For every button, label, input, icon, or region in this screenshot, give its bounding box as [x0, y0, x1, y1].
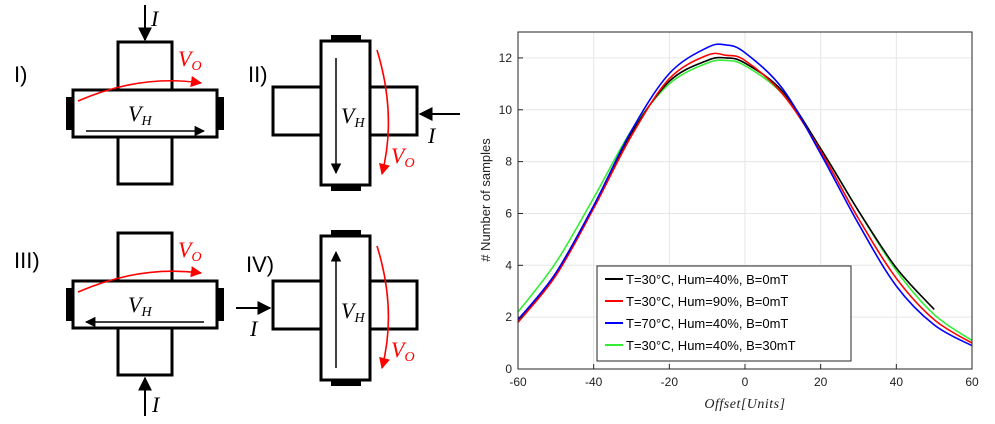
legend: T=30°C, Hum=40%, B=0mT T=30°C, Hum=90%, B… — [596, 265, 852, 362]
diagram-3-bottom-arm — [116, 326, 174, 377]
diagram-2-output-arrow — [376, 49, 390, 176]
diagram-1-output-arrow — [77, 75, 203, 102]
y-axis-label: # Number of samples — [478, 138, 493, 262]
diagram-3-numeral: III) — [14, 248, 40, 273]
diagram-1-body — [71, 88, 219, 139]
diagram-2-body — [319, 39, 372, 187]
diagram-2-contact-bottom — [331, 184, 361, 191]
x-tick-label: -60 — [509, 375, 527, 389]
diagram-4-contact-top — [331, 230, 361, 237]
series-line-2 — [517, 52, 973, 344]
diagram-1: I) I VO VH — [14, 5, 224, 186]
diagram-1-current-label: I — [150, 6, 160, 31]
diagram-1-bottom-arm — [116, 135, 174, 186]
x-axis-label: Offset[Units] — [704, 397, 785, 412]
diagram-4-output-arrow — [376, 245, 390, 370]
diagram-4-hall-label: VH — [341, 298, 365, 326]
diagram-2-right-arm — [368, 85, 419, 137]
chart-series — [517, 43, 973, 347]
legend-label-3: T=70°C, Hum=40%, B=0mT — [626, 316, 788, 331]
y-tick-label: 12 — [499, 51, 513, 65]
diagram-1-hall-label: VH — [128, 101, 152, 129]
diagram-4-numeral: IV) — [246, 252, 274, 277]
diagram-1-contact-left — [66, 97, 73, 130]
diagram-1-output-label: VO — [178, 46, 202, 74]
y-tick-label: 6 — [505, 206, 512, 220]
legend-label-4: T=30°C, Hum=40%, B=30mT — [626, 338, 796, 353]
series-line-3 — [517, 43, 973, 347]
diagram-3-contact-left — [66, 288, 73, 321]
x-tick-label: 20 — [814, 375, 828, 389]
diagram-2-current-label: I — [427, 123, 437, 148]
diagram-3: III) I VO VH — [14, 231, 224, 417]
diagram-3-output-label: VO — [178, 237, 202, 265]
diagram-2-contact-top — [331, 35, 361, 42]
legend-label-1: T=30°C, Hum=40%, B=0mT — [626, 272, 788, 287]
diagram-3-contact-right — [217, 288, 224, 321]
y-tick-label: 10 — [499, 103, 513, 117]
x-tick-label: 40 — [890, 375, 904, 389]
y-tick-label: 0 — [505, 362, 512, 376]
legend-box — [596, 265, 852, 362]
y-tick-label: 4 — [505, 258, 512, 272]
diagram-4-left-arm — [271, 279, 323, 331]
diagram-4-right-arm — [368, 279, 419, 331]
diagram-1-numeral: I) — [14, 62, 27, 87]
diagram-3-current-label: I — [151, 392, 161, 417]
diagram-1-contact-right — [217, 97, 224, 130]
legend-label-2: T=30°C, Hum=90%, B=0mT — [626, 294, 788, 309]
chart-ticks: -60 -40 -20 0 20 40 60 0 2 4 6 8 10 12 — [499, 51, 979, 389]
x-tick-label: 60 — [965, 375, 979, 389]
diagram-2-numeral: II) — [248, 62, 268, 87]
diagram-2-left-arm — [271, 85, 323, 137]
diagram-3-hall-label: VH — [128, 292, 152, 320]
diagram-4-current-label: I — [249, 316, 259, 341]
diagram-4-contact-bottom — [331, 379, 361, 386]
diagram-2-hall-label: VH — [341, 103, 365, 131]
x-tick-label: -20 — [661, 375, 679, 389]
series-line-4 — [517, 59, 973, 342]
diagram-4-output-label: VO — [391, 337, 415, 365]
y-tick-label: 2 — [505, 310, 512, 324]
diagram-2: II) I VH VO — [248, 35, 460, 191]
diagram-4: IV) I VH VO — [236, 230, 419, 386]
y-tick-label: 8 — [505, 155, 512, 169]
x-tick-label: -40 — [585, 375, 603, 389]
x-tick-label: 0 — [742, 375, 749, 389]
diagram-2-output-label: VO — [391, 143, 415, 171]
diagram-3-output-arrow — [77, 266, 203, 293]
